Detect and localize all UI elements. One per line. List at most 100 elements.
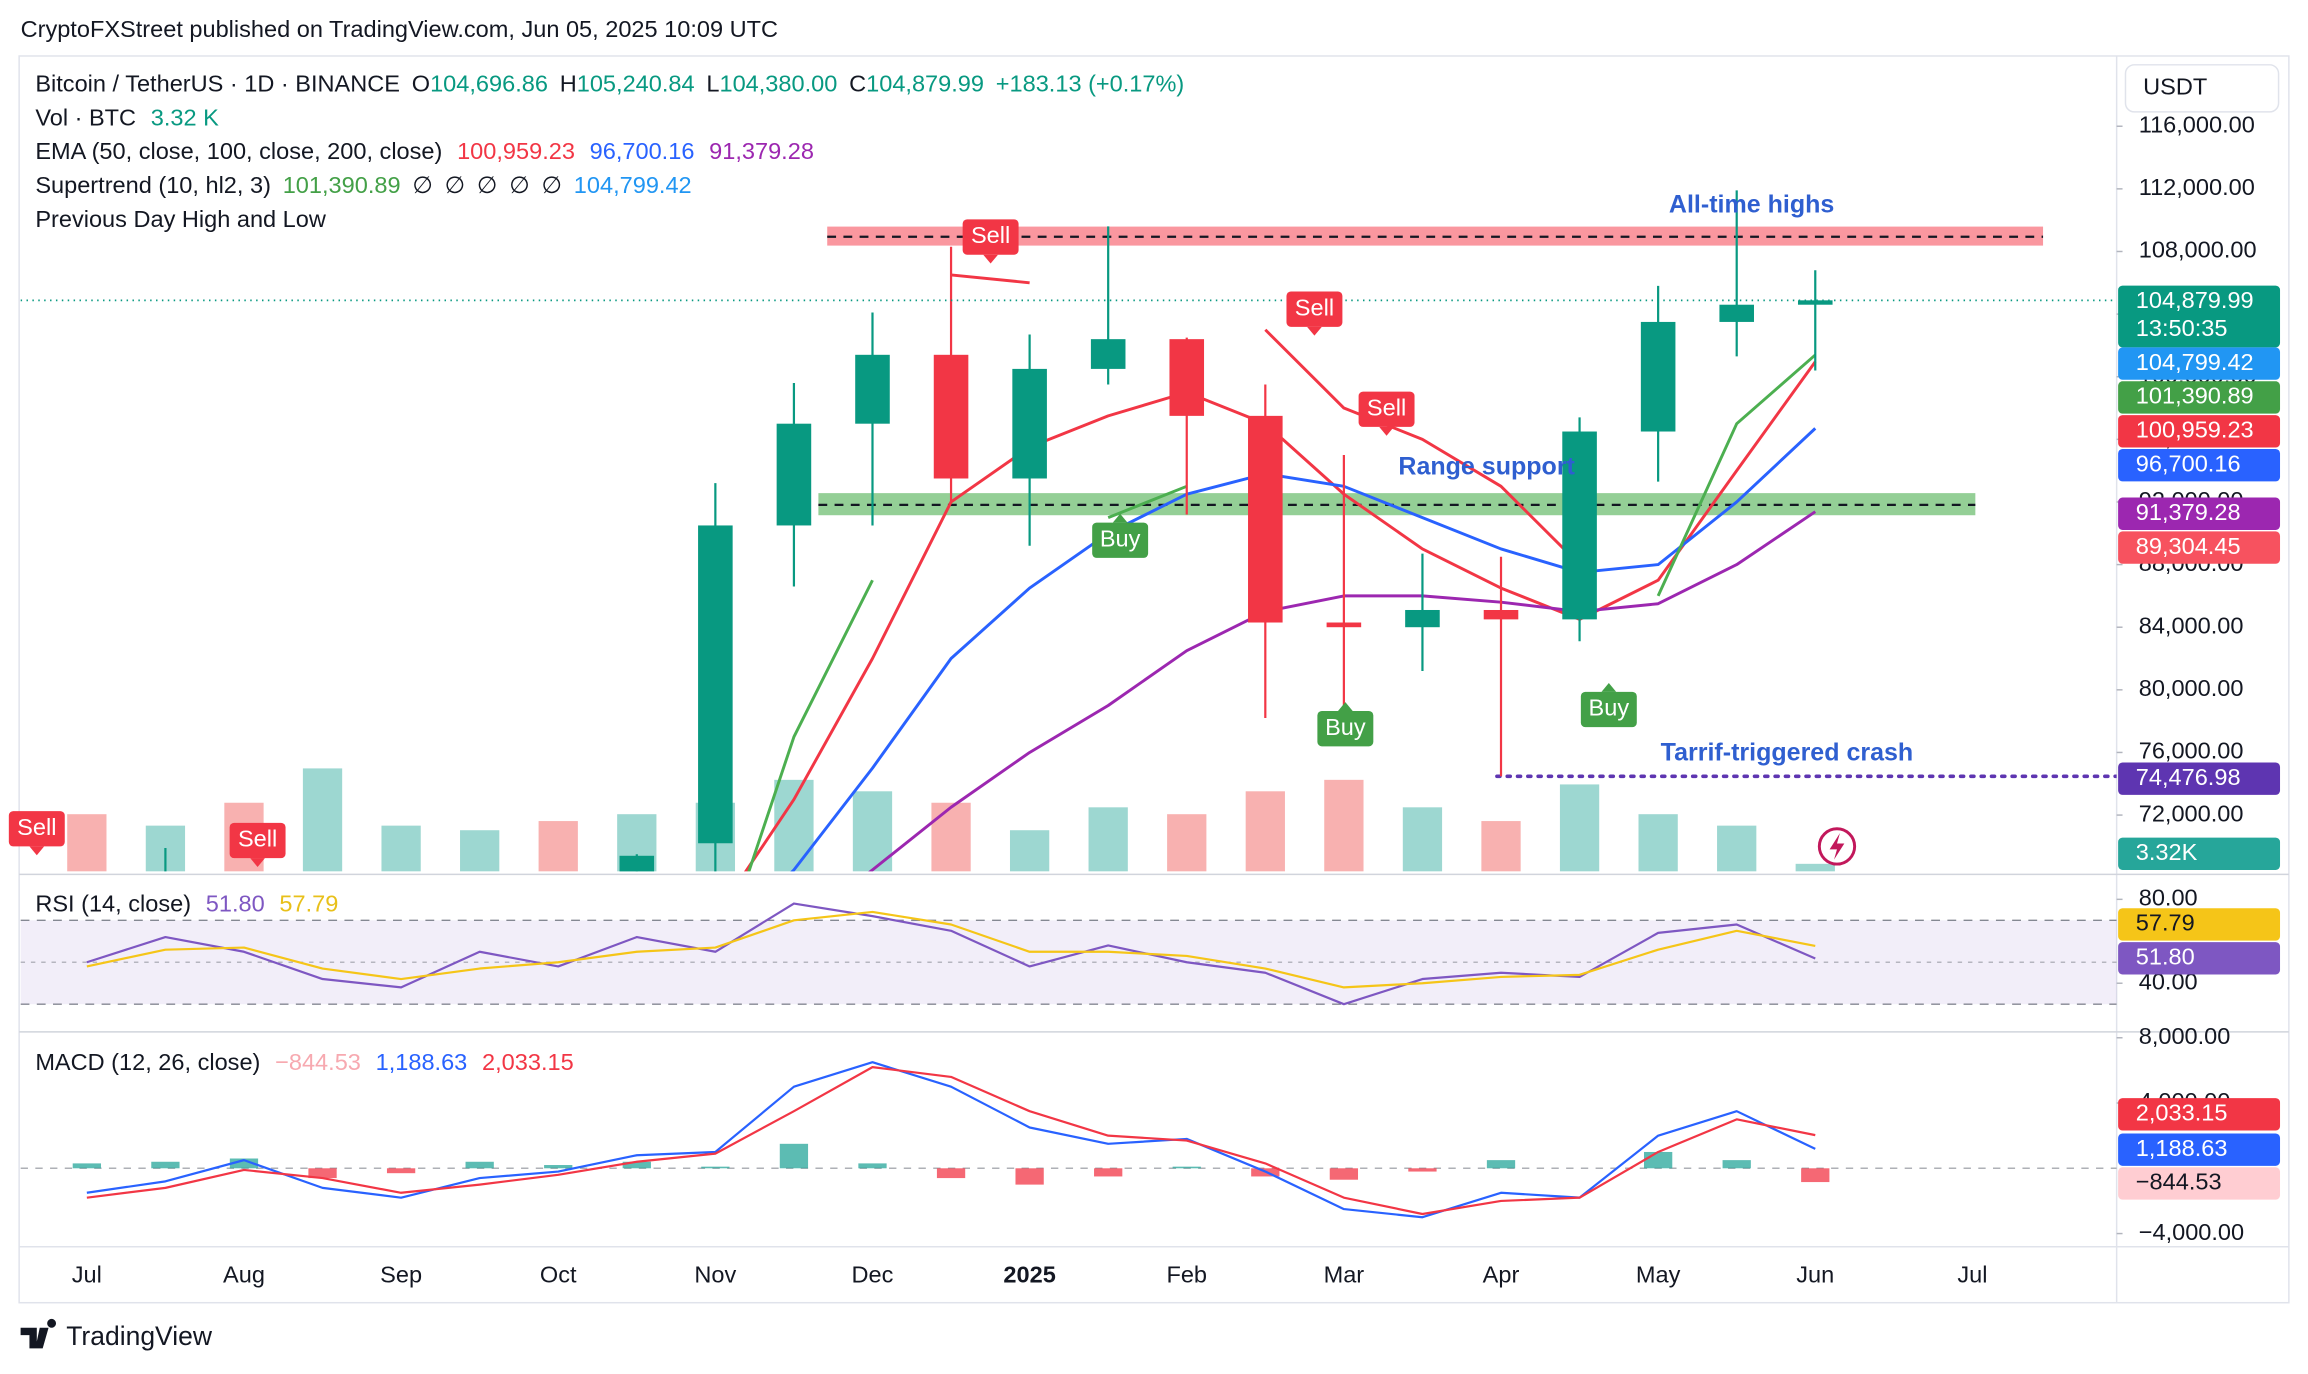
volume-bar xyxy=(1324,779,1364,872)
x-tick-label: May xyxy=(1636,1261,1681,1287)
signal-box xyxy=(229,822,286,859)
indicator-line xyxy=(950,273,1581,566)
price-badge xyxy=(2118,1098,2281,1131)
histogram-bar xyxy=(1801,1168,1830,1183)
price-badge-label: 3.32K xyxy=(2136,839,2198,865)
candle-body xyxy=(1326,622,1362,628)
candle-body xyxy=(1797,300,1833,305)
price-badge xyxy=(2118,415,2281,448)
signal-pointer xyxy=(1112,513,1128,523)
legend-text: Vol · BTC xyxy=(35,104,136,130)
legend-row: MACD (12, 26, close) −844.53 1,188.63 2,033… xyxy=(35,1049,573,1075)
histogram-bar xyxy=(465,1161,494,1169)
candle-body xyxy=(1405,609,1440,628)
legend-text: 51.80 xyxy=(206,891,265,917)
price-badge xyxy=(2118,347,2281,380)
signal-pointer xyxy=(983,254,998,264)
candle-body xyxy=(1169,339,1205,416)
pane-plot xyxy=(20,190,2117,872)
price-badge xyxy=(2118,497,2281,530)
volume-bar xyxy=(460,830,500,872)
price-badge-label: 104,799.42 xyxy=(2136,349,2254,375)
alert-icon xyxy=(1817,827,1857,866)
signal-label: Sell xyxy=(17,814,56,840)
legend-text: 3.32 K xyxy=(151,104,219,130)
legend-text: −844.53 xyxy=(275,1049,361,1075)
legend-text: ∅ xyxy=(412,172,433,198)
x-tick-label: Feb xyxy=(1166,1261,1207,1287)
x-tick-label: Jun xyxy=(1796,1261,1834,1287)
price-badge xyxy=(2118,1133,2281,1166)
y-tick-label: 108,000.00 xyxy=(2139,237,2257,263)
legend-text: MACD (12, 26, close) xyxy=(35,1049,260,1075)
y-tick-label: 80,000.00 xyxy=(2139,675,2244,701)
histogram-bar xyxy=(622,1161,651,1169)
volume-bar xyxy=(1009,830,1050,872)
pane-plot xyxy=(20,1061,2117,1219)
legend-text: 104,380.00 xyxy=(719,71,837,97)
price-badge-label: 89,304.45 xyxy=(2136,533,2241,559)
y-tick-label: 84,000.00 xyxy=(2139,612,2244,638)
volume-bar xyxy=(302,768,343,872)
volume-bar xyxy=(1481,821,1521,872)
price-badge-label: 51.80 xyxy=(2136,943,2195,969)
price-badge-label: −844.53 xyxy=(2136,1169,2222,1195)
volume-bar xyxy=(774,779,814,872)
x-tick-label: Nov xyxy=(694,1261,736,1287)
volume-bar xyxy=(1559,784,1600,872)
histogram-bar xyxy=(386,1168,416,1174)
histogram-bar xyxy=(151,1161,180,1169)
volume-bar xyxy=(1088,807,1128,872)
signal-box xyxy=(1286,291,1343,327)
currency-button xyxy=(2124,64,2280,113)
chart-frame xyxy=(18,55,2290,1304)
candle-body xyxy=(1483,609,1519,620)
macd-line xyxy=(86,1061,1816,1219)
legend-text: 104,799.42 xyxy=(574,172,692,198)
indicator-line xyxy=(790,427,1817,872)
signal-box xyxy=(962,219,1019,255)
signal-box xyxy=(8,811,65,847)
x-tick-label: Oct xyxy=(540,1261,577,1287)
legend-text: 57.79 xyxy=(279,891,338,917)
signal-label: Sell xyxy=(971,222,1010,248)
candle-body xyxy=(1562,431,1597,620)
price-badge xyxy=(2118,381,2281,414)
signal-pointer xyxy=(1307,326,1322,336)
histogram-bar xyxy=(229,1158,259,1169)
legend-text: ∅ xyxy=(509,172,530,198)
volume-bar xyxy=(67,814,107,872)
legend-text: 101,390.89 xyxy=(283,172,401,198)
candle-body xyxy=(1719,304,1754,322)
indicator-line xyxy=(868,510,1817,872)
legend-text: C xyxy=(849,71,866,97)
signal-box xyxy=(1092,522,1149,558)
currency-label[interactable]: USDT xyxy=(2143,74,2207,100)
signal-pointer xyxy=(1337,702,1353,711)
volume-bar xyxy=(1245,791,1285,872)
signal-box xyxy=(1317,710,1374,747)
y-tick-label: 80.00 xyxy=(2139,885,2198,911)
signal-box xyxy=(1580,691,1637,728)
price-badge xyxy=(2118,942,2281,975)
price-badge-label: 96,700.16 xyxy=(2136,450,2241,476)
histogram-bar xyxy=(1722,1160,1751,1169)
price-badge-label: 91,379.28 xyxy=(2136,499,2241,525)
price-badge xyxy=(2118,448,2281,482)
brand-name: TradingView xyxy=(66,1321,213,1351)
legend-text: ∅ xyxy=(542,172,563,198)
candle-body xyxy=(1090,339,1126,369)
legend-text: 2,033.15 xyxy=(482,1049,574,1075)
rsi-line xyxy=(86,902,1816,1006)
annotation: Tarrif-triggered crash xyxy=(1661,738,1914,766)
legend-text: 104,879.99 xyxy=(866,71,984,97)
candle-body xyxy=(1640,321,1676,432)
signal-label: Sell xyxy=(238,826,277,852)
volume-bar xyxy=(931,802,971,872)
tradingview-logo: TradingView xyxy=(20,1318,213,1351)
x-tick-label: 2025 xyxy=(1003,1261,1055,1287)
legend-text: 96,700.16 xyxy=(590,138,695,164)
price-badge xyxy=(2118,531,2281,564)
histogram-bar xyxy=(1408,1168,1437,1172)
candle-body xyxy=(855,354,890,424)
